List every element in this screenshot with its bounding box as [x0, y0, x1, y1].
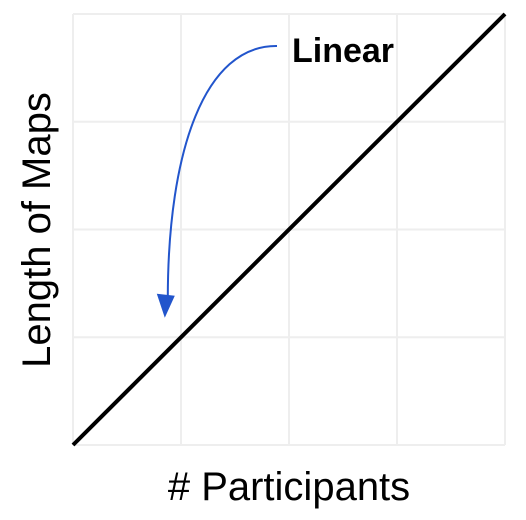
y-axis-label: Length of Maps: [15, 92, 59, 368]
annotation-arrowhead: [156, 293, 175, 318]
x-axis-label: # Participants: [168, 465, 410, 509]
series-layer: [71, 12, 507, 447]
annotation-linear-label: Linear: [292, 32, 394, 70]
grid-lines: [72, 13, 506, 446]
annotation-arrow: [166, 44, 278, 298]
series-line-0: [71, 12, 507, 447]
